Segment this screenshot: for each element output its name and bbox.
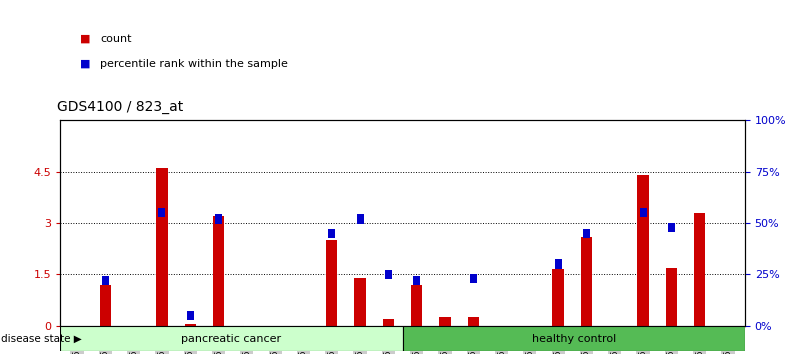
Bar	[156, 168, 167, 326]
Bar	[469, 274, 477, 283]
Bar	[668, 223, 675, 232]
Bar	[694, 213, 706, 326]
Bar	[639, 208, 646, 217]
Bar	[402, 326, 745, 351]
Bar	[383, 319, 394, 326]
Bar	[384, 270, 392, 279]
Bar	[356, 214, 364, 223]
Text: pancreatic cancer: pancreatic cancer	[181, 334, 281, 344]
Text: ■: ■	[80, 59, 91, 69]
Bar	[354, 278, 366, 326]
Bar	[215, 214, 222, 223]
Bar	[468, 317, 479, 326]
Text: disease state ▶: disease state ▶	[1, 334, 82, 344]
Bar	[328, 229, 336, 238]
Bar	[638, 175, 649, 326]
Bar	[99, 285, 111, 326]
Bar	[102, 276, 109, 285]
Text: GDS4100 / 823_at: GDS4100 / 823_at	[57, 100, 183, 114]
Bar	[413, 276, 421, 285]
Bar	[581, 237, 592, 326]
Bar	[60, 326, 402, 351]
Bar	[439, 317, 451, 326]
Text: count: count	[100, 34, 131, 44]
Text: percentile rank within the sample: percentile rank within the sample	[100, 59, 288, 69]
Bar	[159, 208, 166, 217]
Bar	[554, 259, 562, 269]
Bar	[187, 311, 194, 320]
Text: ■: ■	[80, 34, 91, 44]
Text: healthy control: healthy control	[532, 334, 616, 344]
Bar	[326, 240, 337, 326]
Bar	[184, 324, 196, 326]
Bar	[411, 285, 422, 326]
Bar	[553, 269, 564, 326]
Bar	[213, 216, 224, 326]
Bar	[583, 229, 590, 238]
Bar	[666, 268, 677, 326]
